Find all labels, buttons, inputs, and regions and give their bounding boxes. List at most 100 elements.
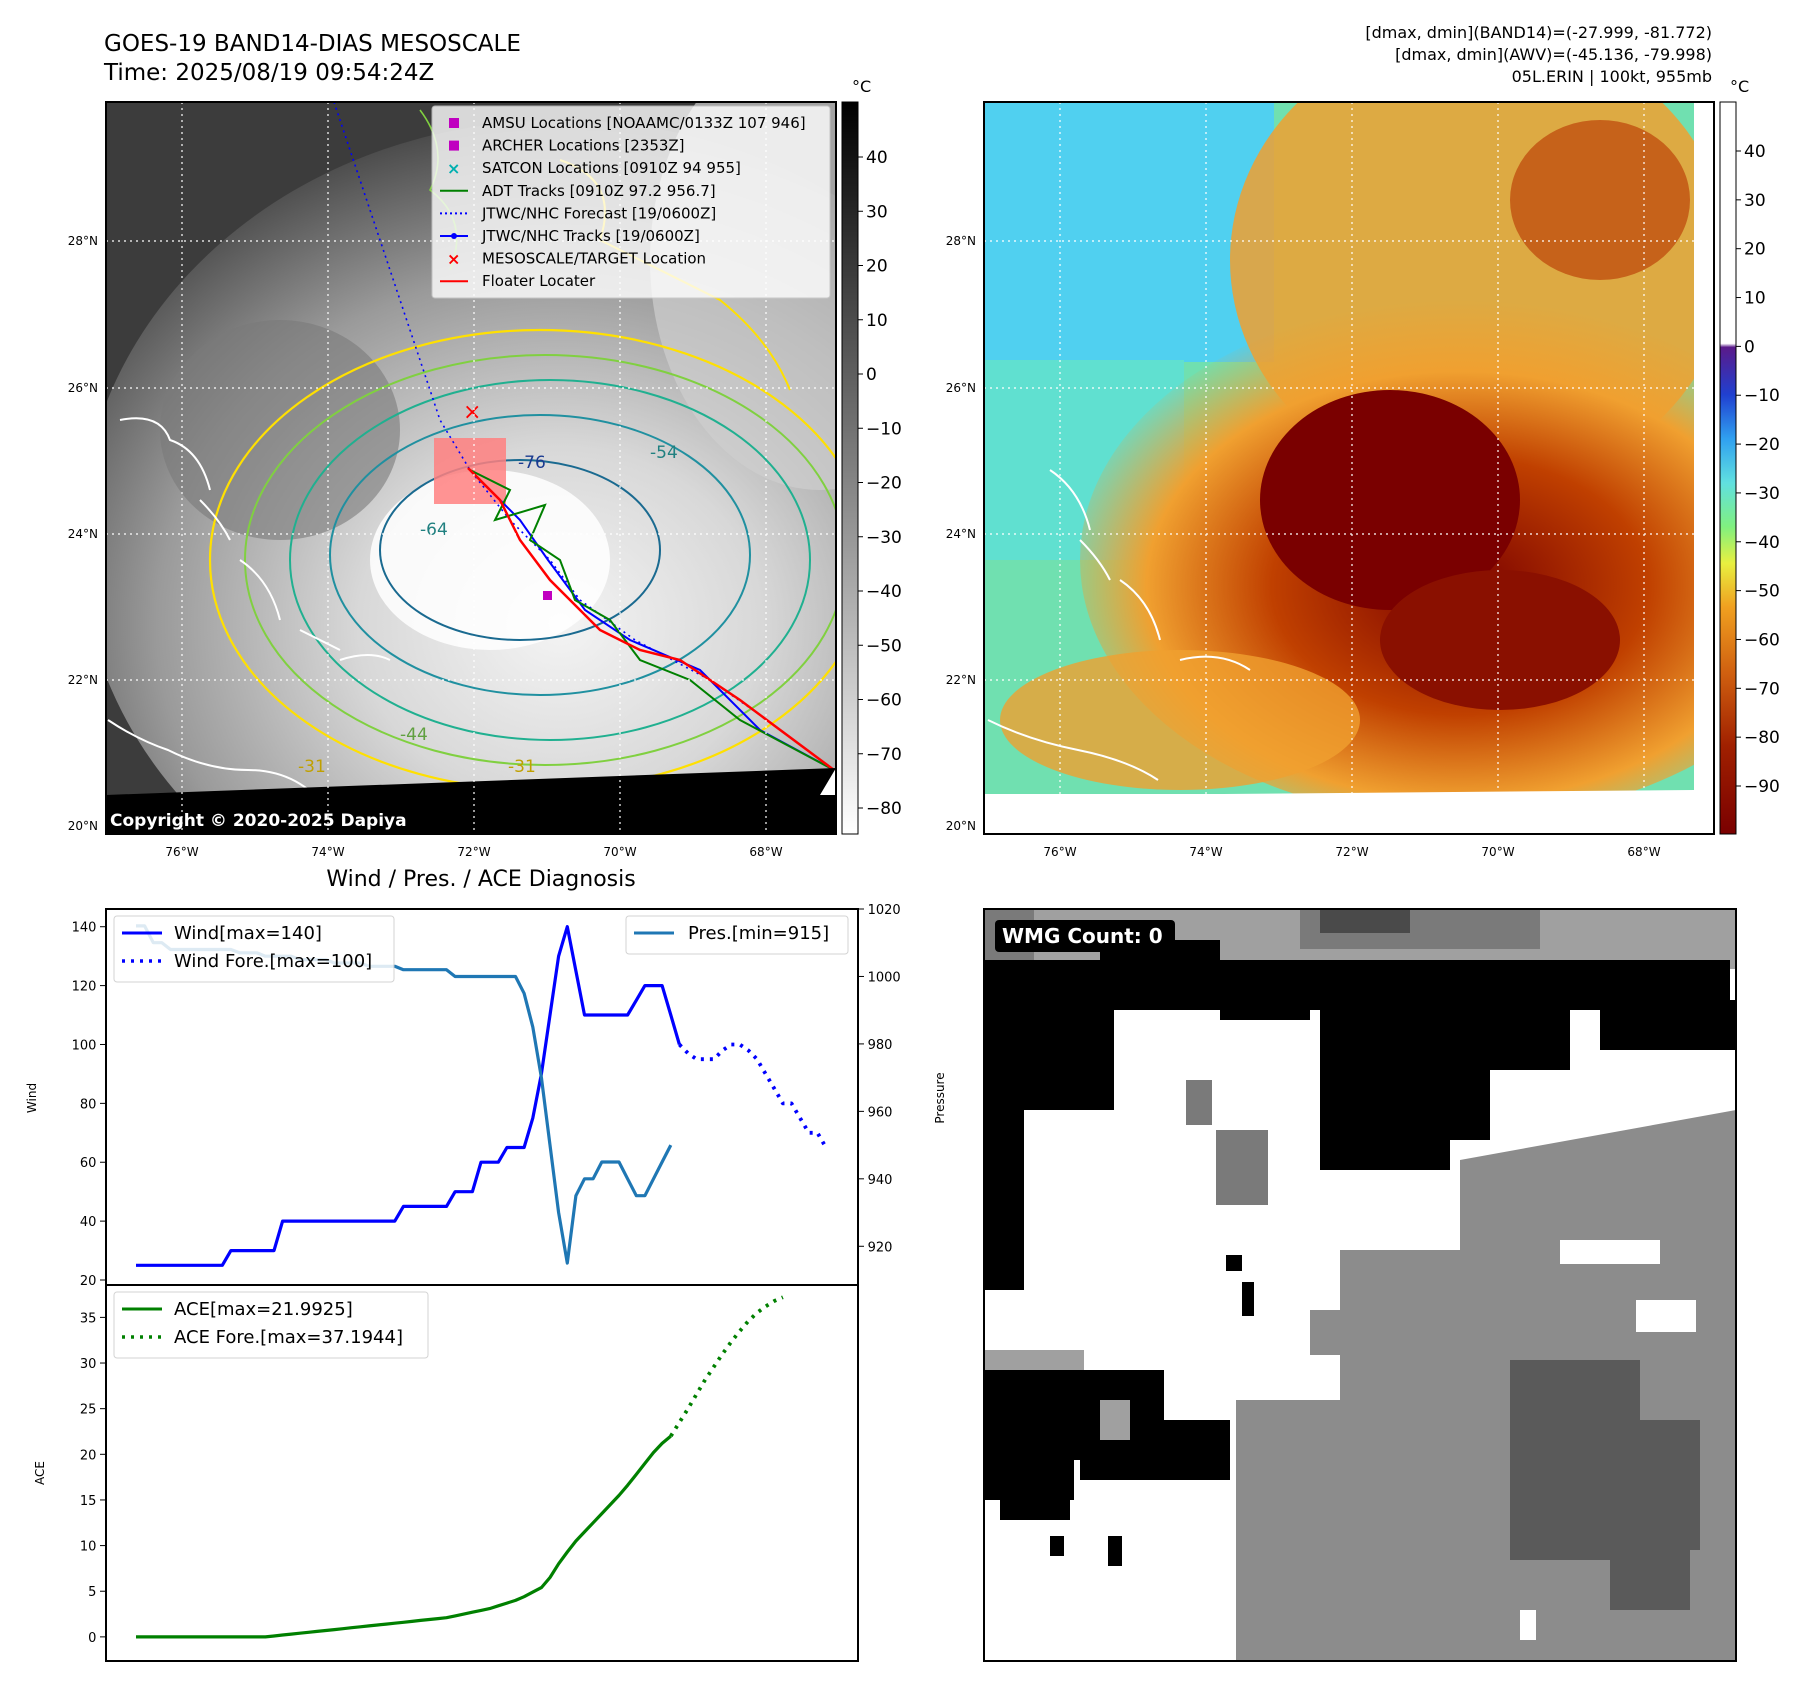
- coastline: [987, 469, 1251, 781]
- lat-tick: 28°N: [946, 234, 976, 248]
- colorbar-tick-label: 40: [1744, 142, 1766, 162]
- contour-label: -64: [420, 520, 448, 540]
- legend-item: ADT Tracks [0910Z 97.2 956.7]: [440, 182, 716, 200]
- colorbar-tick-label: 20: [1744, 240, 1766, 260]
- ir-colorbar: °C 40 30 20 10 0 −10 −20 −30 −40 −50 −60 −70 −80: [841, 77, 902, 835]
- lat-tick: 22°N: [68, 673, 98, 687]
- contour-label: -31: [298, 757, 326, 777]
- ir-map-panel: × -76 -54 -64 -44 -31 -31 Copyright © 20…: [68, 101, 837, 859]
- chart-title: Wind / Pres. / ACE Diagnosis: [326, 867, 635, 892]
- axis-tick-label: 980: [868, 1038, 893, 1053]
- lon-tick: 76°W: [165, 845, 198, 859]
- colorbar-tick-label: −10: [866, 419, 902, 439]
- series-line: [136, 1434, 672, 1639]
- legend-pressure: Pres.[min=915]: [688, 923, 829, 944]
- pressure-axis-label: Pressure: [933, 1072, 947, 1123]
- series-line: [136, 925, 681, 1267]
- colorbar-tick-label: −20: [866, 474, 902, 494]
- figure-title: GOES-19 BAND14-DIAS MESOSCALE: [104, 31, 521, 57]
- legend-marker: [449, 118, 459, 128]
- colorbar-tick-label: −30: [866, 528, 902, 548]
- colorbar-tick-label: 30: [1744, 191, 1766, 211]
- lon-tick: 68°W: [749, 845, 782, 859]
- colorbar-tick-label: −40: [1744, 533, 1780, 553]
- legend-marker-dot: [451, 233, 457, 239]
- lon-tick: 70°W: [603, 845, 636, 859]
- axis-tick-label: 1000: [868, 970, 901, 985]
- legend-label: JTWC/NHC Forecast [19/0600Z]: [481, 204, 716, 222]
- legend-label: JTWC/NHC Tracks [19/0600Z]: [481, 227, 700, 245]
- colorbar-tick-label: 0: [866, 365, 877, 385]
- copyright-label: Copyright © 2020-2025 Dapiya: [110, 811, 407, 831]
- axis-tick-label: 80: [80, 1097, 97, 1112]
- colorbar-tick-label: −80: [866, 799, 902, 819]
- legend-item: ARCHER Locations [2353Z]: [449, 137, 685, 155]
- jtwc-track: [469, 469, 835, 771]
- axis-tick-label: 100: [72, 1038, 97, 1053]
- lat-tick: 24°N: [68, 527, 98, 541]
- storm-info: 05L.ERIN | 100kt, 955mb: [1512, 67, 1712, 86]
- axis-tick-label: 960: [868, 1105, 893, 1120]
- colorbar-tick-label: −50: [866, 636, 902, 656]
- lon-tick: 70°W: [1481, 845, 1514, 859]
- colorbar-tick-label: 20: [866, 257, 888, 277]
- legend-item: × MESOSCALE/TARGET Location: [447, 250, 706, 269]
- colorbar-tick-label: −60: [1744, 630, 1780, 650]
- legend-wind-forecast: Wind Fore.[max=100]: [174, 951, 372, 972]
- stats-band14: [dmax, dmin](BAND14)=(-27.999, -81.772): [1365, 23, 1712, 42]
- contour-label: -31: [508, 757, 536, 777]
- legend-label: Floater Locater: [482, 272, 596, 290]
- lon-tick: 74°W: [1189, 845, 1222, 859]
- lon-tick: 74°W: [311, 845, 344, 859]
- wind-axis-label: Wind: [25, 1083, 39, 1113]
- legend-label: ARCHER Locations [2353Z]: [482, 137, 685, 155]
- contour-label: -54: [650, 443, 678, 463]
- axis-tick-label: 35: [80, 1311, 97, 1326]
- axis-tick-label: 10: [80, 1540, 97, 1555]
- lat-tick: 20°N: [68, 819, 98, 833]
- lat-tick: 26°N: [946, 381, 976, 395]
- axis-tick-label: 40: [80, 1215, 97, 1230]
- figure-time: Time: 2025/08/19 09:54:24Z: [103, 60, 434, 86]
- wmg-panel: WMG Count: 0: [983, 908, 1737, 1662]
- contour-label: -76: [518, 453, 546, 473]
- lon-tick: 76°W: [1043, 845, 1076, 859]
- legend-item: JTWC/NHC Tracks [19/0600Z]: [440, 227, 700, 245]
- legend-ace: ACE[max=21.9925]: [174, 1299, 353, 1320]
- colorbar-tick-label: 10: [866, 311, 888, 331]
- axis-tick-label: 60: [80, 1156, 97, 1171]
- colorbar-unit: °C: [1730, 77, 1749, 96]
- legend-label: AMSU Locations [NOAAMC/0133Z 107 946]: [482, 114, 806, 132]
- coastline: [107, 417, 391, 811]
- legend-marker: [449, 140, 459, 151]
- series-line: [678, 1042, 828, 1149]
- colorbar-unit: °C: [852, 77, 871, 96]
- floater-track: [467, 467, 835, 772]
- legend-label: ADT Tracks [0910Z 97.2 956.7]: [482, 182, 716, 200]
- axis-tick-label: 0: [88, 1631, 96, 1646]
- legend-ace-forecast: ACE Fore.[max=37.1944]: [174, 1327, 403, 1348]
- colorbar-tick-label: 10: [1744, 289, 1766, 309]
- axis-tick-label: 25: [80, 1403, 97, 1418]
- axis-tick-label: 120: [72, 980, 97, 995]
- legend-item: × SATCON Locations [0910Z 94 955]: [447, 159, 741, 178]
- diagnosis-chart: Wind / Pres. / ACE Diagnosis Wind Pressu…: [25, 867, 947, 1662]
- colorbar-tick-label: −40: [866, 582, 902, 602]
- colorbar-tick-label: −70: [866, 745, 902, 765]
- colorbar-tick-label: −50: [1744, 582, 1780, 602]
- lat-tick: 22°N: [946, 673, 976, 687]
- adt-track: [469, 469, 835, 771]
- wmg-count-label: WMG Count: 0: [1002, 924, 1163, 948]
- lat-tick: 20°N: [946, 819, 976, 833]
- legend-marker: ×: [447, 159, 460, 178]
- stats-awv: [dmax, dmin](AWV)=(-45.136, -79.998): [1395, 45, 1712, 64]
- axis-tick-label: 940: [868, 1173, 893, 1188]
- legend-label: SATCON Locations [0910Z 94 955]: [482, 159, 741, 177]
- lat-tick: 26°N: [68, 381, 98, 395]
- lon-tick: 72°W: [1335, 845, 1368, 859]
- colorbar-tick-label: −70: [1744, 679, 1780, 699]
- axis-tick-label: 140: [72, 921, 97, 936]
- lon-tick: 72°W: [457, 845, 490, 859]
- legend-label: MESOSCALE/TARGET Location: [482, 250, 706, 268]
